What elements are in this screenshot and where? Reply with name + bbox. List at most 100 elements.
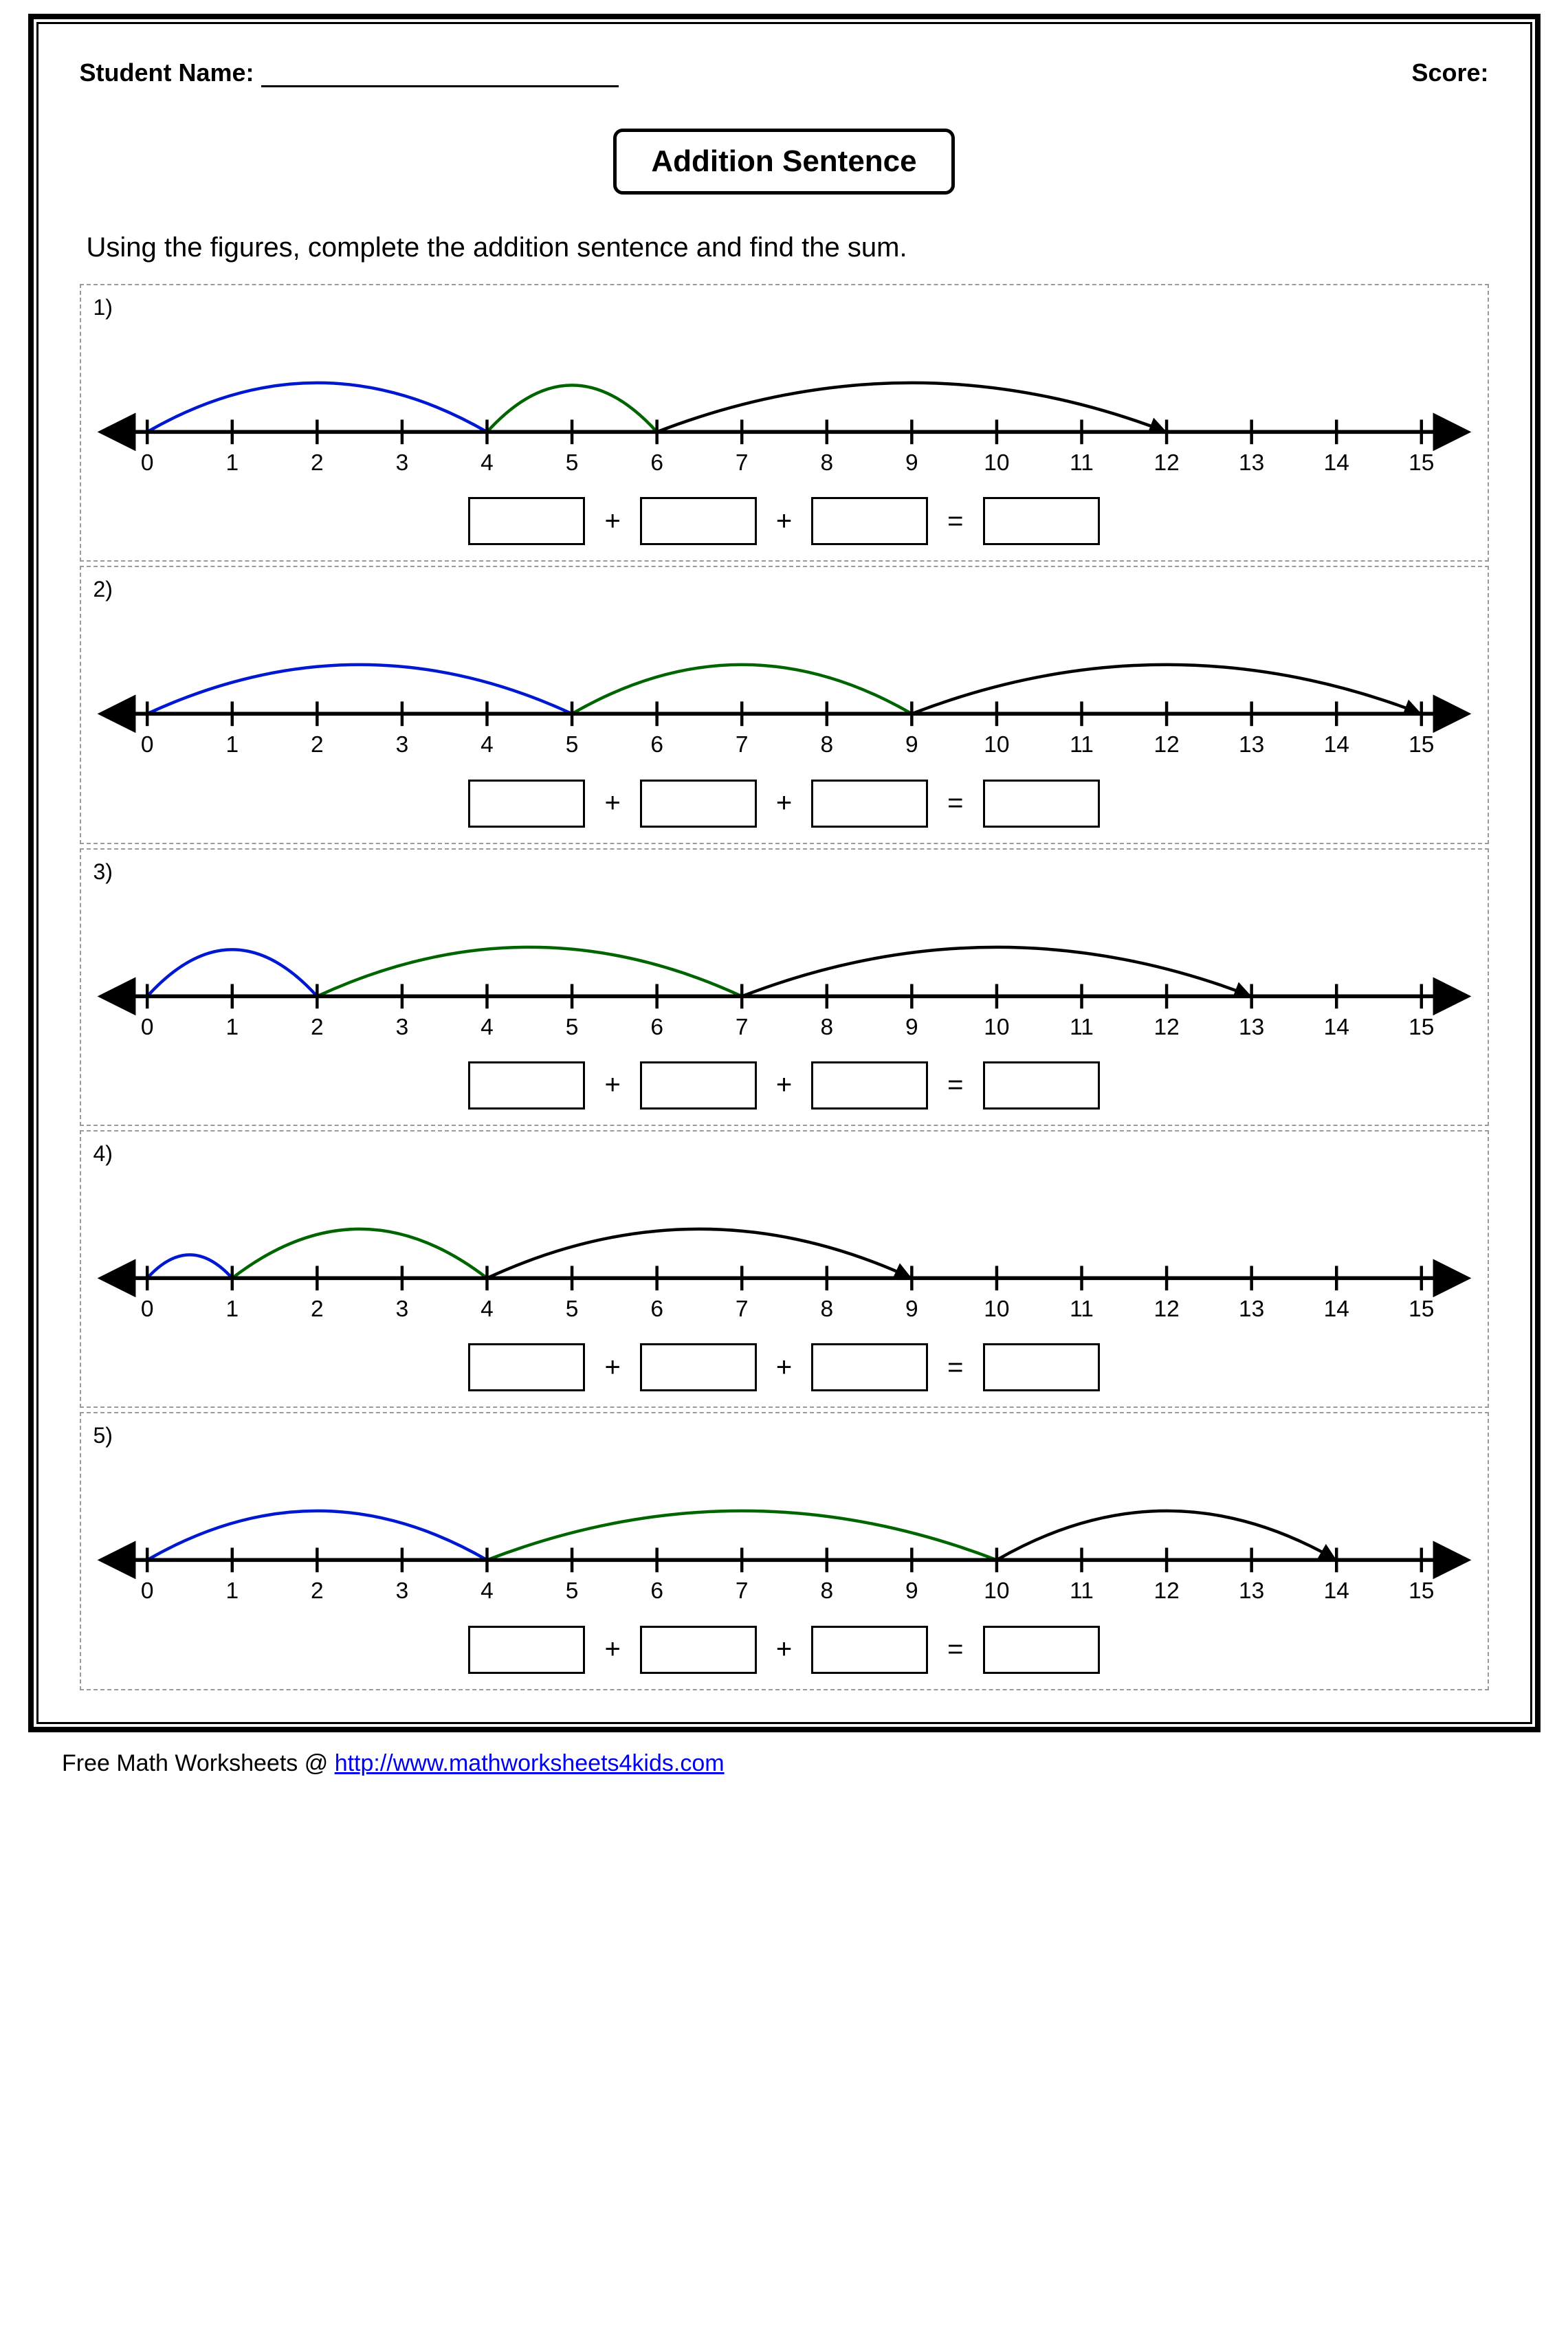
tick-label: 1 [225,1015,239,1040]
tick-label: 3 [395,1015,408,1040]
answer-box[interactable] [811,497,928,545]
hop-arc [147,665,572,714]
answer-box[interactable] [640,497,757,545]
problem-number: 5) [93,1423,1475,1448]
tick-label: 6 [650,732,663,758]
numberline-wrap: 0123456789101112131415 [93,606,1475,760]
numberline-wrap: 0123456789101112131415 [93,889,1475,1042]
tick-label: 4 [481,1296,494,1322]
tick-label: 2 [311,1578,324,1604]
footer-link[interactable]: http://www.mathworksheets4kids.com [335,1750,725,1776]
inner-frame: Student Name: Score: Addition Sentence U… [36,22,1532,1724]
answer-box[interactable] [983,1061,1100,1110]
tick-label: 0 [140,1296,153,1322]
tick-label: 6 [650,1296,663,1322]
answer-box[interactable] [811,780,928,828]
tick-label: 4 [481,450,494,476]
tick-label: 7 [735,450,748,476]
instructions: Using the figures, complete the addition… [87,232,1482,263]
tick-label: 1 [225,1296,239,1322]
tick-label: 2 [311,732,324,758]
tick-label: 15 [1409,732,1434,758]
equals-sign: = [947,788,963,819]
plus-sign: + [776,1070,792,1101]
tick-label: 10 [984,1296,1009,1322]
answer-box[interactable] [640,1626,757,1674]
tick-label: 13 [1239,1015,1264,1040]
tick-label: 9 [905,1015,918,1040]
equation-row: + + = [93,1061,1475,1110]
tick-label: 15 [1409,1578,1434,1604]
answer-box[interactable] [983,1343,1100,1391]
problem-number: 2) [93,577,1475,602]
answer-box[interactable] [811,1626,928,1674]
tick-label: 3 [395,1296,408,1322]
answer-box[interactable] [640,780,757,828]
answer-box[interactable] [468,1061,585,1110]
answer-box[interactable] [468,1343,585,1391]
numberline-svg: 0123456789101112131415 [93,1453,1475,1606]
tick-label: 0 [140,732,153,758]
score-label: Score: [1411,58,1488,87]
plus-sign: + [776,506,792,537]
answer-box[interactable] [983,1626,1100,1674]
tick-label: 7 [735,732,748,758]
tick-label: 15 [1409,1015,1434,1040]
answer-box[interactable] [468,497,585,545]
answer-box[interactable] [811,1061,928,1110]
answer-box[interactable] [640,1343,757,1391]
plus-sign: + [604,788,620,819]
answer-box[interactable] [640,1061,757,1110]
problem: 2)0123456789101112131415++= [80,566,1489,843]
student-name-line[interactable] [261,83,619,87]
tick-label: 10 [984,732,1009,758]
problems-container: 1)0123456789101112131415++=2)01234567891… [80,284,1489,1690]
problem: 4)0123456789101112131415++= [80,1130,1489,1408]
tick-label: 11 [1070,1296,1094,1322]
tick-label: 3 [395,732,408,758]
answer-box[interactable] [468,780,585,828]
problem-number: 4) [93,1141,1475,1167]
tick-label: 9 [905,732,918,758]
numberline-wrap: 0123456789101112131415 [93,1453,1475,1606]
tick-label: 13 [1239,450,1264,476]
answer-box[interactable] [983,497,1100,545]
tick-label: 14 [1323,1296,1349,1322]
tick-label: 8 [820,1578,833,1604]
tick-label: 2 [311,1015,324,1040]
answer-box[interactable] [983,780,1100,828]
problem: 5)0123456789101112131415++= [80,1412,1489,1690]
equals-sign: = [947,1634,963,1665]
tick-label: 10 [984,450,1009,476]
tick-label: 1 [225,450,239,476]
tick-label: 14 [1323,450,1349,476]
problem: 3)0123456789101112131415++= [80,848,1489,1126]
equation-row: ++= [93,497,1475,545]
tick-label: 7 [735,1578,748,1604]
answer-box[interactable] [468,1626,585,1674]
tick-label: 0 [140,1578,153,1604]
equals-sign: = [947,1070,963,1101]
tick-label: 8 [820,1015,833,1040]
tick-label: 9 [905,1296,918,1322]
plus-sign: + [604,1352,620,1383]
tick-label: 14 [1323,1015,1349,1040]
tick-label: 5 [565,1296,578,1322]
tick-label: 1 [225,732,239,758]
tick-label: 4 [481,1015,494,1040]
tick-label: 15 [1409,1296,1434,1322]
problem-number: 1) [93,295,1475,320]
numberline-svg: 0123456789101112131415 [93,1171,1475,1324]
hop-arc [232,1229,487,1278]
tick-label: 5 [565,1015,578,1040]
footer: Free Math Worksheets @ http://www.mathwo… [14,1750,1554,1777]
tick-label: 3 [395,1578,408,1604]
plus-sign: + [604,1634,620,1665]
plus-sign: + [604,1070,620,1101]
tick-label: 12 [1153,1015,1179,1040]
tick-label: 12 [1153,1578,1179,1604]
tick-label: 6 [650,1578,663,1604]
tick-label: 10 [984,1578,1009,1604]
numberline-wrap: 0123456789101112131415 [93,1171,1475,1324]
answer-box[interactable] [811,1343,928,1391]
